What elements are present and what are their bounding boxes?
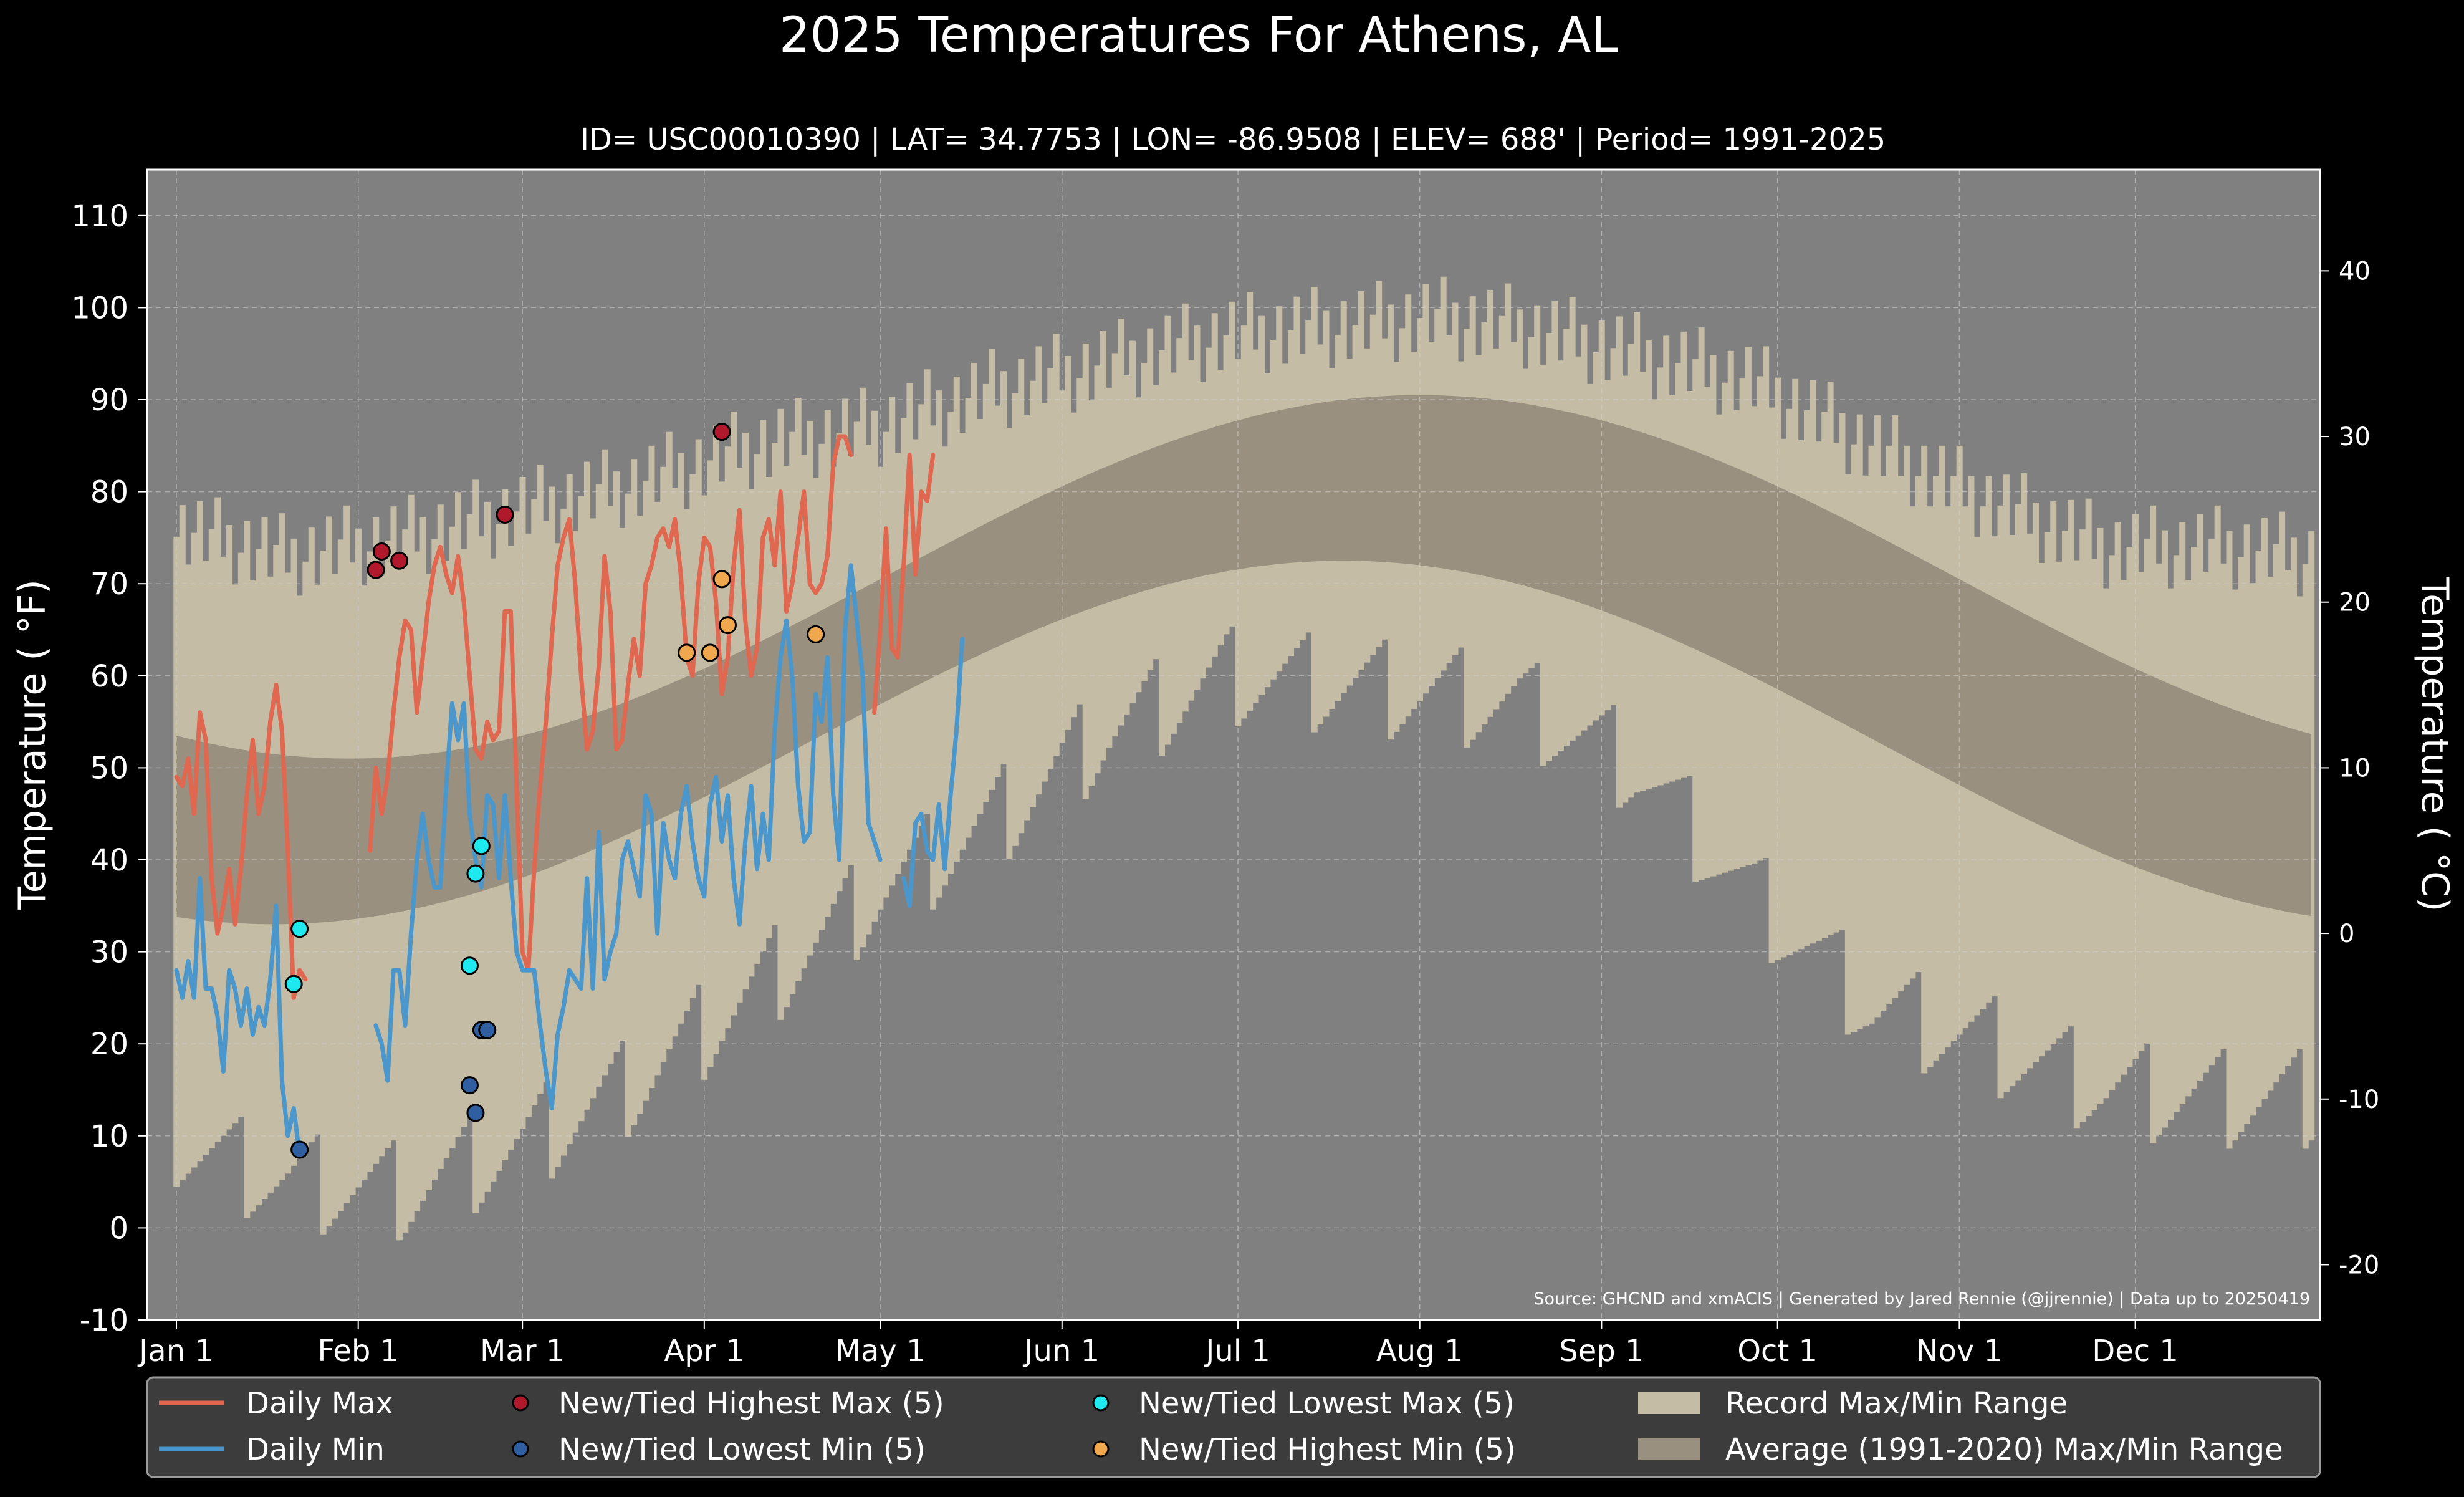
y-tick-label-right: -20 — [2339, 1251, 2379, 1279]
source-note: Source: GHCND and xmACIS | Generated by … — [1533, 1289, 2310, 1309]
y-tick-label-left: -10 — [80, 1303, 128, 1338]
y-tick-label-left: 40 — [90, 843, 128, 878]
legend-label-record-max-min-range: Record Max/Min Range — [1725, 1386, 2068, 1421]
chart-subtitle: ID= USC00010390 | LAT= 34.7753 | LON= -8… — [580, 122, 1886, 157]
legend-label-daily-max: Daily Max — [246, 1386, 393, 1421]
new-tied-highest-min-marker — [701, 643, 719, 662]
new-tied-lowest-max-marker — [290, 920, 309, 938]
x-tick-label: Aug 1 — [1376, 1334, 1464, 1369]
new-tied-lowest-max-marker — [284, 975, 303, 993]
daily-min-line — [174, 563, 965, 1157]
chart-title: 2025 Temperatures For Athens, AL — [779, 7, 1619, 64]
legend-swatch-new-tied-lowest-min — [512, 1440, 529, 1458]
y-tick-label-left: 0 — [109, 1211, 128, 1246]
y-tick-label-right: 10 — [2339, 754, 2371, 782]
new-tied-highest-min-marker — [678, 643, 696, 662]
new-tied-highest-min-marker — [718, 616, 737, 635]
record-range-bar — [1006, 428, 1013, 859]
marker-layer — [284, 423, 825, 1159]
y-tick-label-right: 40 — [2339, 257, 2371, 286]
record-range-bar — [1862, 475, 1869, 1027]
y-tick-label-left: 100 — [71, 291, 128, 325]
new-tied-lowest-max-marker — [466, 864, 485, 883]
y-tick-label-left: 10 — [90, 1119, 128, 1154]
legend-label-new-tied-lowest-min: New/Tied Lowest Min (5) — [558, 1432, 926, 1467]
new-tied-highest-max-marker — [372, 542, 391, 561]
record-range-bar — [1780, 438, 1787, 958]
new-tied-highest-max-marker — [367, 561, 385, 579]
y-tick-label-left: 30 — [90, 935, 128, 970]
x-tick-label: Sep 1 — [1559, 1334, 1644, 1369]
x-tick-label: Feb 1 — [317, 1334, 399, 1369]
y-tick-label-left: 60 — [90, 659, 128, 694]
new-tied-lowest-max-marker — [472, 837, 491, 855]
new-tied-lowest-max-marker — [460, 956, 479, 975]
record-range-bar — [1927, 506, 1934, 1067]
legend-swatch-new-tied-highest-min — [1092, 1440, 1110, 1458]
legend-label-average-max-min-range: Average (1991-2020) Max/Min Range — [1725, 1432, 2283, 1467]
new-tied-lowest-min-marker — [478, 1021, 497, 1039]
new-tied-highest-min-marker — [807, 625, 825, 643]
y-tick-label-left: 70 — [90, 567, 128, 602]
y-tick-label-left: 20 — [90, 1027, 128, 1062]
legend-label-new-tied-highest-min: New/Tied Highest Min (5) — [1139, 1432, 1516, 1467]
y-tick-label-left: 50 — [90, 751, 128, 786]
record-range-bar — [2308, 531, 2315, 1141]
new-tied-highest-min-marker — [712, 570, 731, 589]
x-tick-label: Jan 1 — [137, 1334, 214, 1369]
x-tick-label: Jul 1 — [1204, 1334, 1270, 1369]
legend-label-new-tied-lowest-max: New/Tied Lowest Max (5) — [1139, 1386, 1515, 1421]
x-tick-label: Nov 1 — [1916, 1334, 2003, 1369]
plot-frame — [146, 168, 2321, 1321]
y-tick-label-left: 80 — [90, 475, 128, 510]
y-tick-label-left: 110 — [71, 199, 128, 234]
normal-range-layer — [176, 395, 2311, 925]
y-tick-label-right: 20 — [2339, 589, 2371, 617]
x-tick-label: May 1 — [835, 1334, 926, 1369]
y-tick-label-right: 0 — [2339, 920, 2354, 948]
x-axis: Jan 1 Feb 1 Mar 1 Apr 1 May 1 Jun 1 Jul 1 Aug 1… — [137, 1320, 2179, 1369]
new-tied-highest-max-marker — [712, 423, 731, 441]
y-axis-fahrenheit: -10 0 10 20 30 40 50 60 70 80 90 100 110 — [71, 199, 147, 1338]
new-tied-lowest-min-marker — [466, 1104, 485, 1122]
x-tick-label: Jun 1 — [1022, 1334, 1100, 1369]
record-range-bar — [1851, 444, 1858, 1032]
y-tick-label-right: -10 — [2339, 1085, 2379, 1114]
daily-max-line — [174, 434, 936, 1000]
x-tick-label: Dec 1 — [2092, 1334, 2179, 1369]
y-axis-label-right: Temperature ( °C) — [2413, 577, 2457, 912]
record-range-bar — [2073, 560, 2080, 1129]
y-axis-label-left: Temperature ( °F) — [11, 579, 54, 910]
legend-label-daily-min: Daily Min — [246, 1432, 385, 1467]
x-tick-label: Oct 1 — [1737, 1334, 1818, 1369]
x-tick-label: Mar 1 — [480, 1334, 565, 1369]
legend: Daily Max Daily Min New/Tied Highest Max (… — [146, 1376, 2321, 1478]
x-tick-label: Apr 1 — [664, 1334, 744, 1369]
legend-swatch-record-max-min-range — [1638, 1392, 1700, 1414]
new-tied-lowest-min-marker — [460, 1076, 479, 1095]
legend-swatch-new-tied-lowest-max — [1092, 1394, 1110, 1412]
y-axis-celsius: -20 -10 0 10 20 30 40 — [2320, 257, 2379, 1279]
legend-box — [146, 1376, 2321, 1478]
legend-swatch-new-tied-highest-max — [512, 1394, 529, 1412]
legend-label-new-tied-highest-max: New/Tied Highest Max (5) — [558, 1386, 944, 1421]
series-layer — [174, 434, 965, 1157]
y-tick-label-left: 90 — [90, 383, 128, 418]
legend-swatch-average-max-min-range — [1638, 1438, 1700, 1460]
normal-range-band — [176, 395, 2311, 925]
plot-area: Source: GHCND and xmACIS | Generated by … — [146, 168, 2321, 1321]
record-range-bar — [1844, 474, 1851, 1035]
y-tick-label-right: 30 — [2339, 423, 2371, 451]
new-tied-highest-max-marker — [496, 506, 514, 524]
new-tied-lowest-min-marker — [290, 1140, 309, 1159]
new-tied-highest-max-marker — [390, 551, 409, 570]
